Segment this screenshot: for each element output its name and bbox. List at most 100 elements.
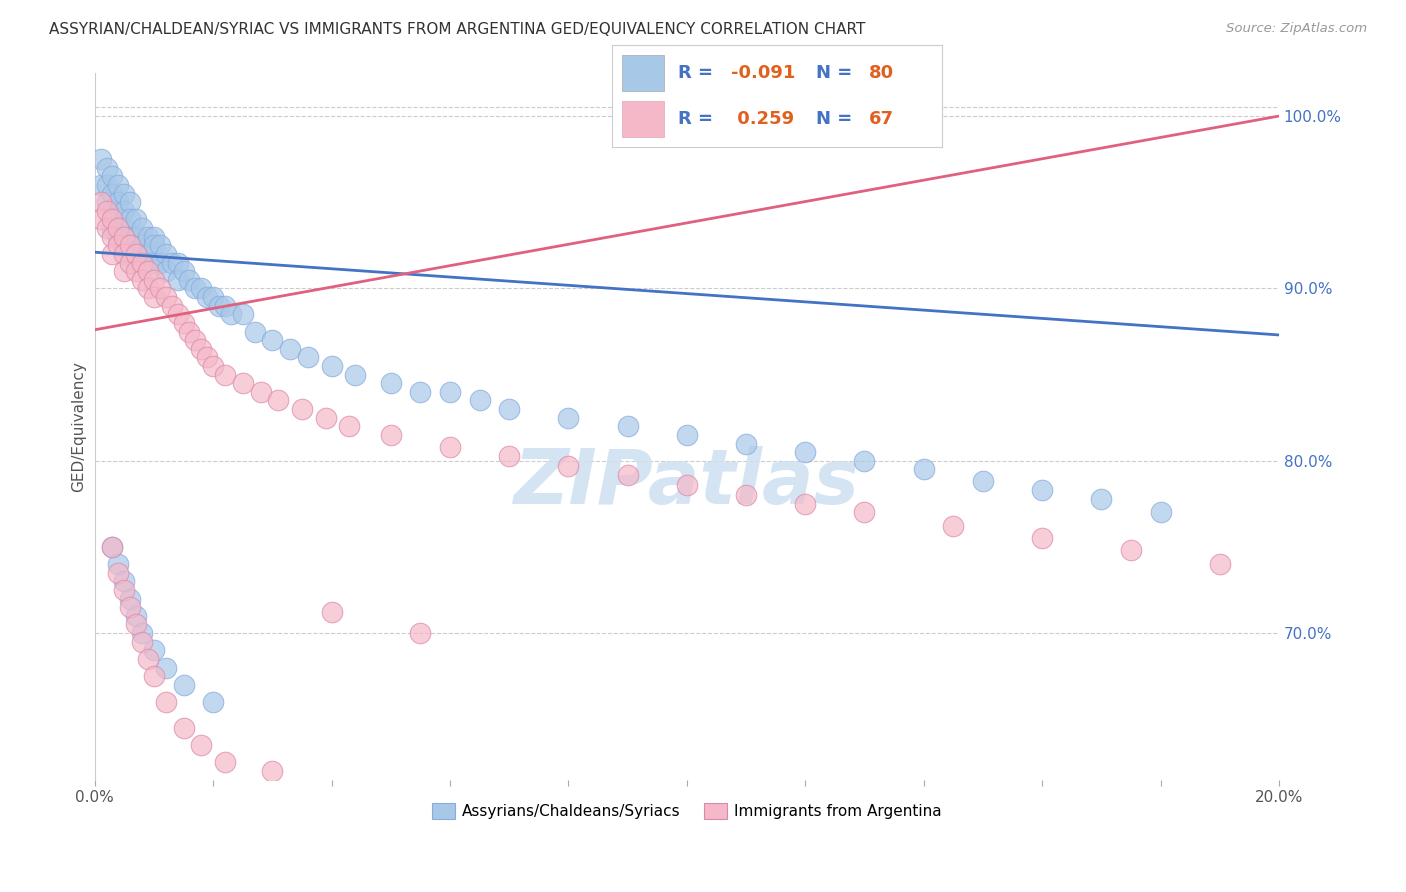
Point [96,178,118,192]
Point [107,566,129,580]
Point [853,506,876,520]
Point [96,203,118,218]
Point [853,454,876,468]
Point [112,574,135,589]
Point [112,221,135,235]
Point [120,212,142,227]
Point [616,467,638,482]
Point [90,178,112,192]
Point [107,221,129,235]
Point [136,652,159,666]
Point [214,368,236,382]
Point [321,359,343,373]
Point [409,384,432,399]
Point [120,238,142,252]
Point [131,273,153,287]
Text: N =: N = [817,110,859,128]
Point [101,169,124,184]
Point [173,678,195,692]
Point [142,290,165,304]
Point [190,738,212,752]
Point [107,229,129,244]
Point [120,247,142,261]
Point [136,247,159,261]
Point [439,384,461,399]
Point [125,617,148,632]
Point [166,307,188,321]
Point [142,643,165,657]
Point [972,475,994,489]
Point [142,273,165,287]
Point [498,402,520,417]
Point [219,307,242,321]
Point [190,342,212,356]
Point [735,436,758,450]
Point [297,351,319,365]
Point [142,669,165,683]
Point [173,316,195,330]
Point [155,264,177,278]
Point [96,161,118,175]
Point [149,255,172,269]
Point [1031,483,1053,497]
Point [131,255,153,269]
Point [96,221,118,235]
Point [107,195,129,210]
Point [112,229,135,244]
Point [101,221,124,235]
Point [202,695,225,709]
Point [321,606,343,620]
Point [112,203,135,218]
Point [125,212,148,227]
Point [942,519,965,533]
Point [155,247,177,261]
Point [214,756,236,770]
Point [1209,557,1232,571]
Point [262,333,284,347]
Point [468,393,491,408]
Point [120,195,142,210]
Bar [621,55,665,91]
Point [190,281,212,295]
Point [131,221,153,235]
Point [243,325,266,339]
Point [184,333,207,347]
Point [101,540,124,554]
Point [675,428,697,442]
Point [1031,531,1053,545]
Y-axis label: GED/Equivalency: GED/Equivalency [72,361,86,491]
Point [616,419,638,434]
Point [202,359,225,373]
Point [90,212,112,227]
Point [173,264,195,278]
Point [101,203,124,218]
Point [166,273,188,287]
Point [112,582,135,597]
Point [794,445,817,459]
Point [173,721,195,735]
Text: ZIPatlas: ZIPatlas [513,446,860,520]
Point [90,152,112,166]
Point [101,540,124,554]
Point [380,376,402,391]
Point [107,238,129,252]
Point [232,307,254,321]
Point [794,497,817,511]
Point [557,458,579,473]
Text: R =: R = [678,64,718,82]
Point [125,608,148,623]
Point [912,462,935,476]
Point [125,247,148,261]
Point [184,281,207,295]
Text: 67: 67 [869,110,894,128]
Point [675,478,697,492]
Point [267,393,290,408]
Point [166,255,188,269]
Point [107,557,129,571]
Text: 80: 80 [869,64,894,82]
Point [125,247,148,261]
Point [344,368,367,382]
Point [214,299,236,313]
Legend: Assyrians/Chaldeans/Syriacs, Immigrants from Argentina: Assyrians/Chaldeans/Syriacs, Immigrants … [426,797,948,825]
Point [557,410,579,425]
